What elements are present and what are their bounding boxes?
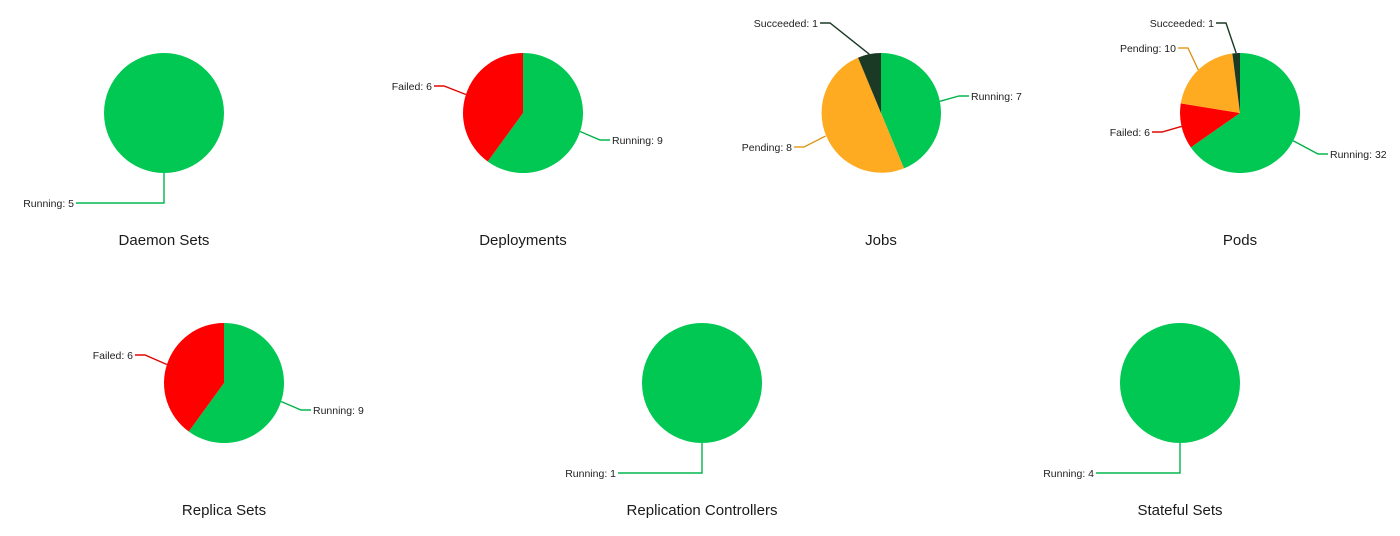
chart-title-replication-controllers: Replication Controllers <box>626 502 778 519</box>
chart-card-replication-controllers: Replication Controllers <box>552 502 852 519</box>
leader-line-pods-failed <box>1152 125 1182 133</box>
slice-label-jobs-running: Running: 7 <box>971 91 1022 103</box>
leader-line-shadow-pods-running <box>1293 140 1328 155</box>
slice-deployments-failed <box>462 53 523 162</box>
leader-line-shadow-replica-sets-failed <box>135 354 168 365</box>
slice-label-jobs-succeeded: Succeeded: 1 <box>754 18 818 30</box>
leader-line-stateful-sets-running <box>1096 443 1181 474</box>
slice-label-replica-sets-running: Running: 9 <box>313 405 364 417</box>
slice-stateful-sets-running <box>1120 323 1240 443</box>
chart-card-pods: Pods <box>1090 232 1390 249</box>
leader-line-pods-running <box>1292 140 1328 155</box>
leader-line-deployments-failed <box>434 85 467 96</box>
leader-line-pods-pending <box>1178 47 1199 71</box>
slice-label-deployments-running: Running: 9 <box>612 135 663 147</box>
slice-pods-succeeded <box>1232 52 1240 113</box>
chart-title-stateful-sets: Stateful Sets <box>1137 502 1223 519</box>
pie-chart-replica-sets: Running: 9 Failed: 6 <box>93 323 364 443</box>
leader-line-replication-controllers-running <box>618 443 703 474</box>
pie-chart-stateful-sets: Running: 4 <box>1043 323 1240 480</box>
chart-title-deployments: Deployments <box>479 232 567 249</box>
leader-line-shadow-jobs-succeeded <box>820 22 870 55</box>
leader-line-shadow-pods-succeeded <box>1216 22 1237 54</box>
slice-jobs-succeeded <box>858 53 881 113</box>
slice-label-pods-pending: Pending: 10 <box>1120 43 1176 55</box>
slice-label-daemon-sets-running: Running: 5 <box>23 198 74 210</box>
leader-line-shadow-jobs-running <box>939 95 969 102</box>
slice-replication-controllers-running <box>642 323 762 443</box>
slice-pods-failed <box>1179 103 1240 148</box>
leader-line-jobs-pending <box>794 135 826 148</box>
pie-chart-pods: Running: 32 Failed: 6 Pending: 10 Succeeded… <box>1110 18 1387 173</box>
slice-pods-pending <box>1180 53 1240 113</box>
chart-card-jobs: Jobs <box>731 232 1031 249</box>
slice-label-jobs-pending: Pending: 8 <box>742 142 792 154</box>
slice-replica-sets-running <box>188 323 284 443</box>
leader-line-shadow-daemon-sets-running <box>76 173 165 204</box>
pie-chart-replication-controllers: Running: 1 <box>565 323 762 480</box>
leader-line-shadow-pods-pending <box>1178 47 1199 71</box>
chart-card-replica-sets: Replica Sets <box>74 502 374 519</box>
leader-line-shadow-replication-controllers-running <box>618 443 703 474</box>
slice-label-pods-running: Running: 32 <box>1330 149 1387 161</box>
leader-line-shadow-pods-failed <box>1152 126 1182 133</box>
slice-daemon-sets-running <box>104 53 224 173</box>
pie-chart-daemon-sets: Running: 5 <box>23 53 224 210</box>
pie-chart-jobs: Running: 7 Pending: 8 Succeeded: 1 <box>742 18 1022 173</box>
leader-line-shadow-replica-sets-running <box>280 401 311 411</box>
slice-pods-running <box>1190 53 1300 173</box>
slice-label-pods-succeeded: Succeeded: 1 <box>1150 18 1214 30</box>
chart-title-pods: Pods <box>1222 232 1258 249</box>
chart-title-replica-sets: Replica Sets <box>181 502 267 519</box>
leader-line-jobs-succeeded <box>820 22 870 55</box>
slice-label-stateful-sets-running: Running: 4 <box>1043 468 1094 480</box>
leader-line-replica-sets-running <box>280 400 311 411</box>
leader-line-replica-sets-failed <box>135 354 168 366</box>
slice-jobs-pending <box>821 57 904 173</box>
leader-line-shadow-deployments-running <box>579 131 610 141</box>
slice-label-replica-sets-failed: Failed: 6 <box>93 350 133 362</box>
chart-card-deployments: Deployments <box>373 232 673 249</box>
leader-line-deployments-running <box>579 130 610 141</box>
leader-line-jobs-running <box>939 95 969 102</box>
slice-label-pods-failed: Failed: 6 <box>1110 127 1150 139</box>
slice-deployments-running <box>487 53 583 174</box>
slice-label-deployments-failed: Failed: 6 <box>392 81 432 93</box>
chart-card-daemon-sets: Daemon Sets <box>14 232 314 249</box>
leader-line-shadow-jobs-pending <box>794 135 826 148</box>
chart-title-daemon-sets: Daemon Sets <box>118 232 210 249</box>
pie-chart-deployments: Running: 9 Failed: 6 <box>392 53 663 174</box>
slice-replica-sets-failed <box>163 323 224 432</box>
leader-line-pods-succeeded <box>1216 22 1237 54</box>
leader-line-shadow-deployments-failed <box>434 85 467 95</box>
slice-label-replication-controllers-running: Running: 1 <box>565 468 616 480</box>
leader-line-shadow-stateful-sets-running <box>1096 443 1181 474</box>
slice-jobs-running <box>881 53 941 169</box>
leader-line-daemon-sets-running <box>76 173 165 204</box>
chart-title-jobs: Jobs <box>865 232 897 249</box>
chart-card-stateful-sets: Stateful Sets <box>1030 502 1330 519</box>
